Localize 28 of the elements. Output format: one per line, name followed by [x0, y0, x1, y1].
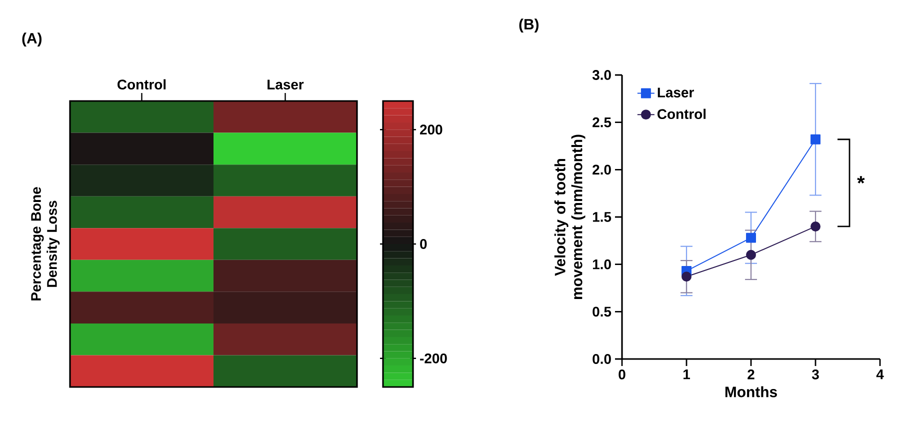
x-tick-label: 2 [748, 370, 754, 380]
x-tick-label: 0 [618, 370, 626, 380]
y-tick-label: 0.5 [592, 306, 612, 317]
y-tick-label: 1.5 [592, 212, 612, 222]
point [810, 221, 820, 232]
annotation: * [857, 176, 865, 184]
x-tick-label: 3 [812, 370, 819, 380]
x-tick-label: 1 [684, 370, 690, 380]
chart-title: (B) [519, 18, 539, 32]
chart-title: (A) [22, 32, 42, 47]
y-axis-title: Percentage Bone Density Loss [31, 187, 60, 300]
y-tick-label: 2.5 [592, 117, 612, 128]
point [746, 250, 756, 260]
x-axis-title: Months [725, 386, 777, 398]
x-tick-label: 4 [876, 370, 884, 380]
point [810, 134, 820, 144]
legend-label: Laser [658, 88, 694, 98]
y-tick-label: 3.0 [592, 70, 611, 80]
color-bar-label: 0 [420, 239, 427, 249]
y-tick-label: 2.0 [592, 164, 611, 175]
color-bar-label: 200 [420, 124, 442, 135]
y-axis-title: Velocity of tooth movement (mm/month) [554, 134, 586, 300]
color-bar-label: -200 [420, 353, 447, 364]
y-tick-label: 1.0 [592, 259, 611, 270]
point [746, 232, 756, 243]
y-tick-label: 0.0 [592, 354, 611, 364]
point [682, 272, 692, 282]
legend-label: Control [658, 108, 706, 120]
